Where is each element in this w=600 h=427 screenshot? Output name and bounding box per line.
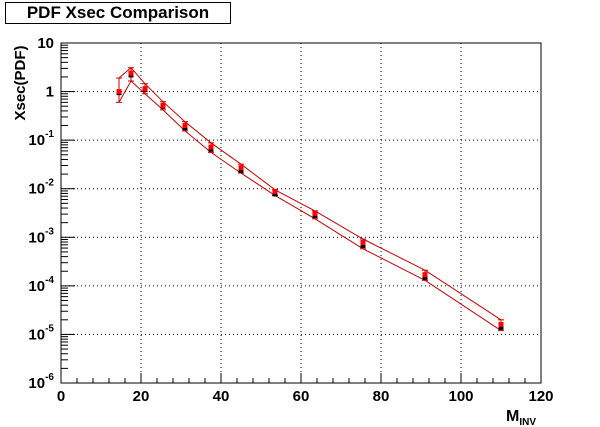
data-point-black	[422, 274, 428, 280]
y-tick-label: 10-4	[28, 275, 54, 295]
x-tick-labels: 0 20 40 60 80 100 120	[57, 388, 554, 405]
x-tick-label: 60	[293, 388, 310, 405]
data-points	[116, 70, 504, 330]
x-tick-label: 0	[57, 388, 65, 405]
y-tick-base: 10	[28, 229, 45, 246]
data-point-red	[312, 210, 318, 216]
x-axis-title-main: M	[506, 408, 519, 425]
data-point-red	[498, 322, 504, 328]
y-tick-exponent: -2	[45, 178, 54, 189]
data-point-red	[238, 165, 244, 171]
y-tick-exponent: -3	[45, 226, 54, 237]
y-tick-base: 10	[28, 278, 45, 295]
chart-title: PDF Xsec Comparison	[5, 2, 231, 24]
data-point-red	[160, 102, 166, 108]
y-tick-exponent: -6	[45, 372, 54, 383]
data-point-black	[360, 242, 366, 248]
grid-lines	[61, 43, 541, 383]
x-axis-title: MINV	[506, 408, 536, 427]
data-point-black	[498, 324, 504, 330]
data-point-red	[272, 188, 278, 194]
y-tick-base: 10	[28, 375, 45, 392]
data-point-red	[182, 123, 188, 129]
x-tick-label: 100	[448, 388, 473, 405]
y-tick-label: 10-5	[28, 323, 54, 343]
x-tick-label: 40	[213, 388, 230, 405]
y-tick-label: 10-2	[28, 178, 54, 198]
x-tick-label: 80	[373, 388, 390, 405]
data-point-red	[422, 272, 428, 278]
uncertainty-band	[116, 66, 504, 332]
y-tick-label: 10-6	[28, 372, 54, 392]
y-tick-base: 10	[28, 181, 45, 198]
axis-ticks	[60, 42, 542, 384]
data-point-red	[128, 70, 134, 76]
data-point-black	[272, 191, 278, 197]
x-axis-title-sub: INV	[519, 417, 536, 427]
data-point-red	[208, 144, 214, 150]
y-tick-base: 10	[37, 35, 54, 52]
band-lower-line	[118, 80, 502, 332]
x-tick-label: 120	[528, 388, 553, 405]
y-tick-label: 1	[46, 84, 54, 101]
y-tick-label: 10-3	[28, 226, 54, 246]
y-tick-label: 10-1	[28, 129, 54, 149]
data-point-red	[116, 89, 122, 95]
y-tick-exponent: -4	[45, 275, 54, 286]
band-upper-line	[118, 66, 502, 321]
y-axis-title: Xsec(PDF)	[12, 45, 29, 120]
y-tick-base: 10	[28, 326, 45, 343]
y-tick-label: 10	[37, 35, 54, 52]
x-tick-label: 20	[133, 388, 150, 405]
y-tick-base: 10	[28, 132, 45, 149]
data-point-red	[360, 240, 366, 246]
y-tick-exponent: -1	[45, 129, 54, 140]
y-tick-exponent: -5	[45, 323, 54, 334]
data-point-red	[142, 86, 148, 92]
y-tick-base: 1	[46, 84, 54, 101]
